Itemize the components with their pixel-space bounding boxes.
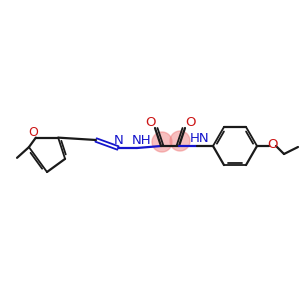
- Text: O: O: [268, 139, 278, 152]
- Circle shape: [170, 131, 190, 151]
- Text: O: O: [146, 116, 156, 128]
- Text: NH: NH: [132, 134, 152, 146]
- Text: O: O: [185, 116, 195, 128]
- Circle shape: [152, 132, 172, 152]
- Text: HN: HN: [190, 131, 210, 145]
- Text: O: O: [28, 126, 38, 139]
- Text: N: N: [114, 134, 124, 146]
